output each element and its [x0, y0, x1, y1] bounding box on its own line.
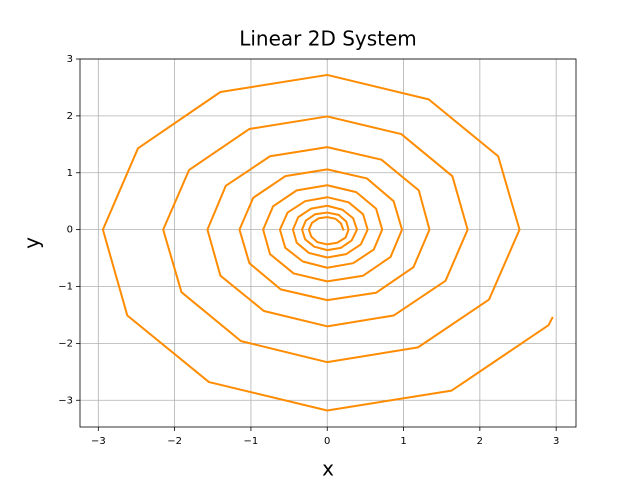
x-tick-label: 3	[553, 436, 559, 447]
x-tick-label: 2	[477, 436, 483, 447]
y-axis-label: y	[20, 237, 44, 249]
data-line	[101, 73, 554, 412]
y-tick-label: −3	[58, 395, 73, 406]
x-tick-label: −1	[244, 436, 259, 447]
y-tick-label: −2	[58, 338, 73, 349]
x-tick-label: 0	[324, 436, 330, 447]
plot-frame	[79, 58, 577, 428]
x-tick-label: −3	[91, 436, 106, 447]
x-tick-label: 1	[400, 436, 406, 447]
y-tick-label: −1	[58, 282, 73, 293]
y-tick-label: 2	[67, 111, 73, 122]
y-tick-label: 3	[67, 54, 73, 65]
y-tick-label: 0	[67, 225, 73, 236]
x-tick-label: −2	[167, 436, 182, 447]
y-tick-label: 1	[67, 168, 73, 179]
chart-title: Linear 2D System	[239, 27, 417, 51]
x-axis-label: x	[322, 457, 334, 480]
